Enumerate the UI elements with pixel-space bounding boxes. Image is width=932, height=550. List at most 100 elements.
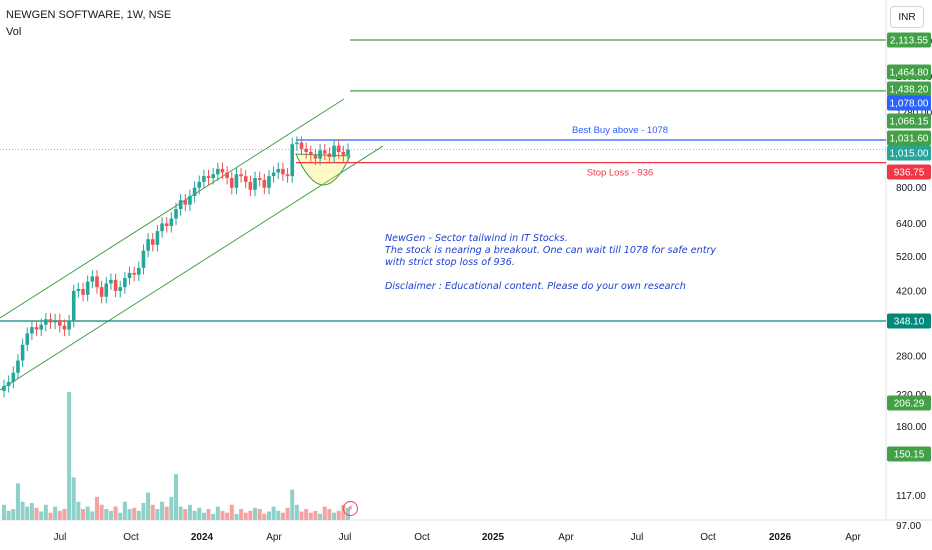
candles bbox=[2, 136, 350, 398]
candle-body bbox=[6, 381, 11, 386]
candle-body bbox=[104, 283, 109, 297]
volume-bar bbox=[234, 513, 239, 520]
candle bbox=[267, 169, 271, 195]
volume-bar bbox=[304, 509, 309, 520]
candle bbox=[85, 275, 90, 302]
volume-bar bbox=[308, 512, 313, 520]
volume-bar bbox=[29, 502, 34, 520]
candle bbox=[11, 366, 16, 389]
price-label: 936.75 bbox=[887, 164, 931, 180]
candle bbox=[34, 320, 39, 337]
candle-body bbox=[113, 279, 118, 291]
candle-body bbox=[85, 281, 90, 295]
candle-body bbox=[178, 200, 183, 210]
trend-channel bbox=[0, 98, 384, 391]
level-label: Stop Loss - 936 bbox=[587, 168, 654, 179]
volume-bar bbox=[280, 512, 285, 520]
candle bbox=[211, 168, 215, 185]
candle-body bbox=[257, 178, 262, 180]
candle bbox=[285, 168, 290, 183]
volume-bar bbox=[271, 506, 276, 520]
candle-body bbox=[132, 272, 136, 275]
y-tick-label: 220.00 bbox=[896, 390, 927, 401]
volume-bar bbox=[2, 504, 6, 520]
price-label-text: 1,078.00 bbox=[890, 99, 929, 110]
candle bbox=[313, 148, 318, 166]
candle-body bbox=[253, 178, 257, 190]
candle bbox=[174, 202, 178, 226]
candle bbox=[44, 312, 48, 332]
volume-bar bbox=[150, 504, 155, 520]
flash-icon[interactable]: ⚡ bbox=[343, 501, 358, 516]
volume-bar bbox=[322, 506, 327, 520]
candle-body bbox=[243, 176, 248, 182]
candle bbox=[271, 166, 276, 183]
price-label-text: 206.29 bbox=[894, 399, 925, 410]
volume-bar bbox=[187, 504, 192, 520]
candle-body bbox=[202, 176, 206, 182]
candle bbox=[257, 171, 262, 187]
volume-bar bbox=[257, 509, 262, 520]
volume-bar bbox=[25, 506, 30, 520]
candle-body bbox=[48, 319, 53, 323]
candle-body bbox=[309, 152, 313, 156]
candle-body bbox=[346, 149, 350, 156]
candle bbox=[123, 271, 127, 294]
candle bbox=[48, 312, 53, 329]
volume-bar bbox=[48, 512, 53, 520]
candle bbox=[234, 168, 239, 195]
candle bbox=[183, 193, 188, 212]
candle bbox=[281, 162, 285, 181]
candle bbox=[225, 166, 229, 185]
volume-bar bbox=[81, 509, 86, 520]
candle bbox=[62, 319, 67, 337]
price-label: 1,438.20 bbox=[887, 81, 931, 97]
candle-body bbox=[44, 319, 48, 325]
candle bbox=[95, 270, 99, 294]
candle-body bbox=[81, 289, 85, 295]
candle-body bbox=[25, 333, 30, 345]
volume-bar bbox=[90, 511, 95, 520]
candle-body bbox=[271, 172, 276, 177]
volume-bar bbox=[327, 509, 332, 520]
volume-bar bbox=[178, 506, 183, 520]
volume-bar bbox=[220, 510, 225, 520]
candle-body bbox=[174, 209, 178, 219]
candle-body bbox=[341, 152, 346, 156]
price-label: 348.10 bbox=[887, 313, 931, 329]
y-tick-label: 280.00 bbox=[896, 351, 927, 362]
candle bbox=[262, 173, 267, 195]
candle bbox=[81, 282, 85, 302]
volume-bar bbox=[276, 510, 281, 520]
candle bbox=[2, 379, 6, 398]
candle bbox=[118, 280, 123, 298]
x-tick-label: Jul bbox=[631, 532, 644, 543]
price-label-box bbox=[887, 446, 931, 462]
price-label-box bbox=[887, 95, 931, 111]
x-tick-label: Apr bbox=[558, 532, 574, 543]
x-tick-label: Jul bbox=[54, 532, 67, 543]
candle bbox=[127, 266, 132, 285]
price-label-box bbox=[887, 113, 931, 129]
volume-bar bbox=[141, 502, 146, 520]
price-label-text: 936.75 bbox=[894, 168, 925, 179]
price-label-box bbox=[887, 164, 931, 180]
candle bbox=[243, 169, 248, 189]
x-tick-label: Apr bbox=[845, 532, 861, 543]
candle bbox=[132, 266, 136, 282]
y-tick-label: 520.00 bbox=[896, 252, 927, 263]
volume-bar bbox=[20, 501, 25, 520]
candle bbox=[39, 318, 43, 337]
currency-button[interactable]: INR bbox=[890, 6, 924, 28]
candle bbox=[155, 224, 160, 252]
price-label-box bbox=[887, 64, 931, 80]
volume-bar bbox=[285, 507, 290, 520]
candle bbox=[16, 354, 20, 380]
candle bbox=[341, 145, 346, 162]
candle-body bbox=[137, 267, 141, 275]
candle-body bbox=[216, 168, 220, 175]
candle bbox=[192, 181, 197, 203]
volume-bar bbox=[71, 477, 76, 520]
volume-bar bbox=[155, 509, 160, 520]
